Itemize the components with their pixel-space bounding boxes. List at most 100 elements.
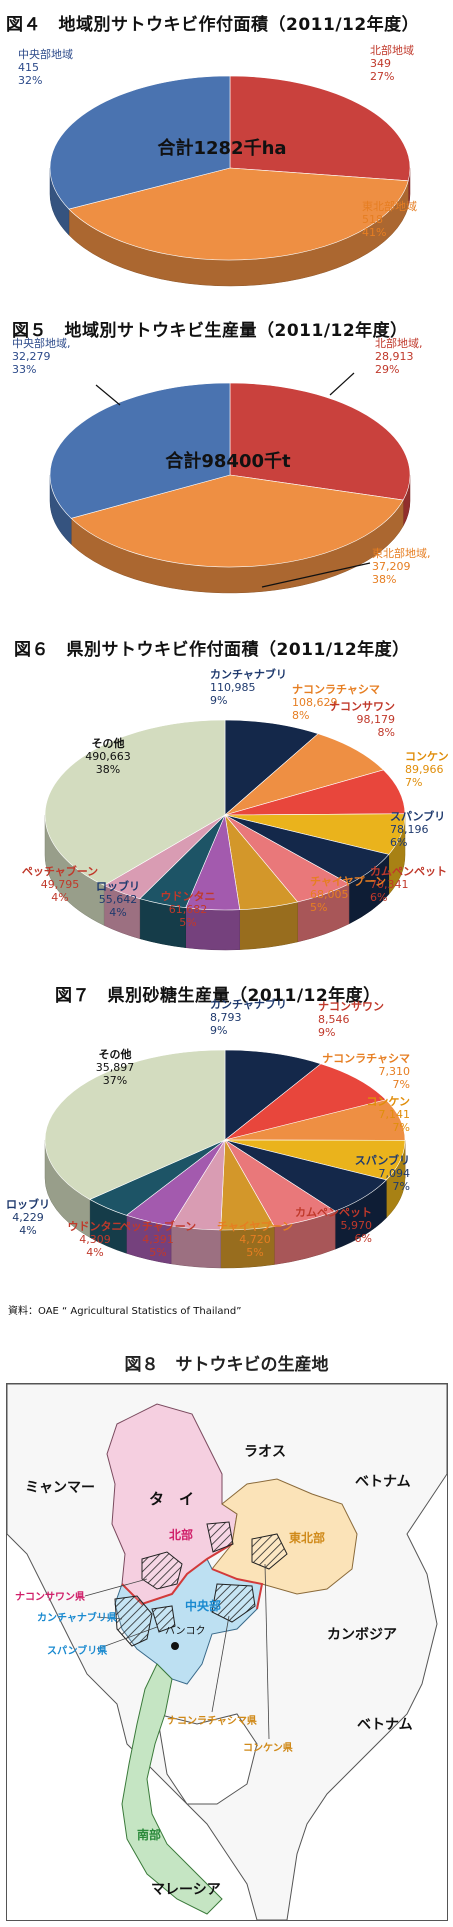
pie-slice [70,474,404,568]
pie-total-label: 合計1282千ha [157,137,286,159]
slice-label-value: 518 [362,213,383,226]
pie-slice [224,733,385,816]
slice-label-value: 4,309 [79,1233,111,1246]
slice-label-name: カンチャナブリ [210,667,287,681]
northeast-border [211,1568,264,1610]
map-title: 図８ サトウキビの生産地 [124,1355,329,1375]
slice-label-name: 中央部地域 [18,47,73,61]
slice-label-percent: 9% [210,1024,227,1037]
label-vietnam-north: ベトナム [355,1474,411,1490]
slice-label-percent: 7% [405,776,422,789]
pie-slice [224,1049,322,1141]
label-nakhon-ratchasima: ナコンラチャシマ県 [167,1714,257,1727]
phetchabun-province [206,1521,234,1553]
chart-title: 図７ 県別砂糖生産量（2011/12年度） [55,986,381,1006]
figure-6: 図６ 県別サトウキビ作付面積（2011/12年度） カンチャナブリ 110,985… [0,625,453,965]
slice-label-value: 7,310 [379,1065,411,1078]
leader-line [84,1578,148,1597]
label-cambodia: カンボジア [327,1627,397,1643]
slice-label-percent: 9% [318,1026,335,1039]
slice-label-name: 東北部地域, [372,546,431,560]
slice-label-percent: 37% [103,1074,127,1087]
slice-label-value: 4,720 [239,1233,271,1246]
slice-label-value: 415 [18,61,39,74]
slice-label-percent: 8% [292,709,309,722]
slice-label-value: 49,795 [41,878,80,891]
slice-label-value: 89,966 [405,763,444,776]
khon-kaen-province [251,1533,288,1570]
pie-total-label: 合計98400千t [165,450,291,472]
map-svg: ミャンマー ラオス ベトナム タ イ 北部 東北部 ナコンサワン県 カンチャナブ… [7,1384,447,1920]
figure-5: 図５ 地域別サトウキビ生産量（2011/12年度） 北部地域, 28,913 29%… [0,300,453,625]
slice-label-name: チャイヤプーン [310,874,386,888]
chart-title: 図６ 県別サトウキビ作付面積（2011/12年度） [14,640,410,660]
slice-label-name: その他 [92,736,125,750]
slice-label-name: 北部地域 [370,43,414,57]
slice-label-value: 28,913 [375,350,414,363]
label-laos: ラオス [244,1444,286,1460]
slice-label-name: ナコンサワン [329,700,395,713]
slice-label-percent: 7% [393,1121,410,1134]
pie-slice [68,167,409,261]
leader-line [261,562,371,588]
label-khon-kaen: コンケン県 [243,1741,293,1754]
slice-label-name: ナコンサワン [318,1000,384,1013]
slice-label-percent: 4% [86,1246,103,1259]
slice-label-value: 7,094 [379,1167,411,1180]
figure-7: 図７ 県別砂糖生産量（2011/12年度） カンチャナブリ 8,793 9% ナコンサ… [0,965,453,1295]
slice-label-name: 中央部地域, [12,336,71,350]
slice-label-percent: 7% [393,1180,410,1193]
slice-label-percent: 4% [109,906,126,919]
slice-label-percent: 29% [375,363,399,376]
label-northeast: 東北部 [289,1530,325,1545]
slice-label-value: 37,209 [372,560,411,573]
slice-label-value: 35,897 [96,1061,135,1074]
label-malaysia: マレーシア [151,1882,221,1898]
slice-label-value: 70,341 [370,878,409,891]
slice-label-percent: 6% [390,836,407,849]
slice-label-name: ナコンラチャシマ [322,1052,410,1065]
slice-label-percent: 6% [370,891,387,904]
slice-label-name: その他 [99,1047,132,1061]
slice-label-value: 5,970 [341,1219,373,1232]
leader-line [95,384,121,406]
label-kanchanaburi: カンチャナブリ県 [37,1611,117,1624]
slice-label-value: 8,793 [210,1011,242,1024]
label-myanmar: ミャンマー [25,1480,95,1496]
slice-label-name: スパンブリ [355,1153,410,1167]
slice-label-name: ウドンタニ [68,1220,123,1233]
slice-label-percent: 38% [372,573,396,586]
label-vietnam-south: ベトナム [357,1717,413,1733]
slice-label-percent: 27% [370,70,394,83]
slice-label-percent: 7% [393,1078,410,1091]
slice-label-name: カンチャナブリ [210,997,287,1011]
slice-label-value: 32,279 [12,350,51,363]
leader-line [96,1616,123,1620]
slice-label-value: 61,682 [169,903,208,916]
pie-chart-area: カンチャナブリ110,9859%ナコンラチャシマ108,6298%ナコンサワン9… [22,667,449,951]
slice-label-name: スパンブリ [390,809,445,823]
label-north: 北部 [169,1527,193,1542]
label-nakhon-sawan: ナコンサワン県 [15,1590,85,1603]
pie-slice [229,382,411,501]
slice-label-percent: 9% [210,694,227,707]
slice-label-percent: 5% [310,901,327,914]
pie-slice [224,1063,387,1141]
slice-label-percent: 32% [18,74,42,87]
